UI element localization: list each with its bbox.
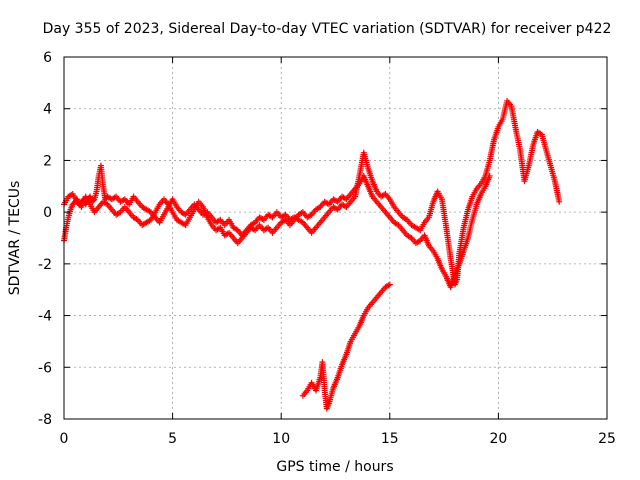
y-tick-label: 0 [43,205,52,221]
chart-title: Day 355 of 2023, Sidereal Day-to-day VTE… [43,21,612,37]
data-point [90,197,97,204]
x-tick-label: 15 [381,431,399,447]
y-tick-label: -6 [38,360,52,376]
x-tick-label: 5 [168,431,177,447]
data-marks [61,97,563,412]
series-1 [61,172,493,291]
x-tick-label: 20 [489,431,507,447]
y-tick-label: -4 [38,309,52,325]
y-tick-label: -8 [38,412,52,428]
y-axis-label: SDTVAR / TECUs [7,181,23,296]
y-tick-label: -2 [38,257,52,273]
y-tick-label: 6 [43,50,52,66]
x-tick-label: 25 [598,431,616,447]
y-tick-label: 4 [43,102,52,118]
series-0 [61,97,563,288]
data-point [386,281,393,288]
data-point [556,198,563,205]
plot-frame [63,56,608,420]
series-2 [299,281,393,412]
x-tick-label: 10 [272,431,290,447]
y-tick-label: 2 [43,153,52,169]
x-tick-label: 0 [60,431,69,447]
x-axis-label: GPS time / hours [276,459,393,475]
grid-lines [64,57,607,419]
axis-ticks: 0 5 10 15 20 25 -8 -6 -4 -2 0 2 4 6 [38,50,616,447]
data-point [486,172,493,179]
